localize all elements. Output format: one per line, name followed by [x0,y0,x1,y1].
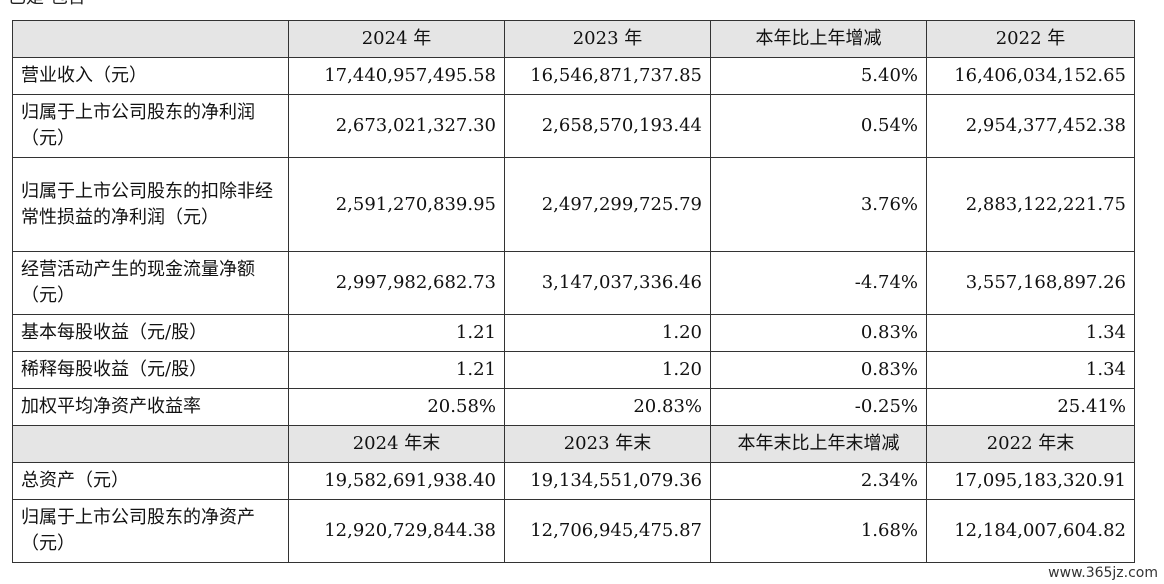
table-header-row: 2024 年 2023 年 本年比上年增减 2022 年 [12,20,1135,58]
header-cell [12,425,289,463]
cell-value: 2,673,021,327.30 [288,94,505,158]
cell-value: 1.20 [504,351,711,389]
cell-value: 20.83% [504,388,711,426]
row-label: 总资产（元） [12,462,289,500]
header-cell: 2023 年末 [504,425,711,463]
row-label: 经营活动产生的现金流量净额（元） [12,251,289,315]
cell-value: 0.54% [710,94,927,158]
cell-value: 12,706,945,475.87 [504,499,711,563]
cell-value: 20.58% [288,388,505,426]
cell-value: 1.68% [710,499,927,563]
table-row: 稀释每股收益（元/股） 1.21 1.20 0.83% 1.34 [12,351,1135,389]
row-label: 归属于上市公司股东的扣除非经常性损益的净利润（元） [12,157,289,252]
header-cell: 2024 年 [288,20,505,58]
financial-data-table: 2024 年 2023 年 本年比上年增减 2022 年 营业收入（元） 17,… [12,20,1135,563]
cell-value: 12,184,007,604.82 [926,499,1135,563]
cell-value: 1.34 [926,314,1135,352]
header-cell: 2023 年 [504,20,711,58]
watermark-text: www.365jz.com [1048,565,1158,581]
table-row: 基本每股收益（元/股） 1.21 1.20 0.83% 1.34 [12,314,1135,352]
partial-heading-text: 已是 包含 [8,0,86,8]
cell-value: 19,582,691,938.40 [288,462,505,500]
table-row: 营业收入（元） 17,440,957,495.58 16,546,871,737… [12,57,1135,95]
header-cell [12,20,289,58]
cell-value: 0.83% [710,351,927,389]
cell-value: 1.34 [926,351,1135,389]
cell-value: 3.76% [710,157,927,252]
cell-value: 3,147,037,336.46 [504,251,711,315]
cell-value: 16,406,034,152.65 [926,57,1135,95]
cell-value: 25.41% [926,388,1135,426]
cell-value: 17,095,183,320.91 [926,462,1135,500]
row-label: 基本每股收益（元/股） [12,314,289,352]
cell-value: 1.20 [504,314,711,352]
cell-value: 3,557,168,897.26 [926,251,1135,315]
cell-value: 2.34% [710,462,927,500]
header-cell: 2024 年末 [288,425,505,463]
header-cell: 本年末比上年末增减 [710,425,927,463]
cell-value: 12,920,729,844.38 [288,499,505,563]
cell-value: 2,497,299,725.79 [504,157,711,252]
table-row: 经营活动产生的现金流量净额（元） 2,997,982,682.73 3,147,… [12,251,1135,315]
cell-value: 2,591,270,839.95 [288,157,505,252]
row-label: 归属于上市公司股东的净利润（元） [12,94,289,158]
header-cell: 2022 年 [926,20,1135,58]
cell-value: 16,546,871,737.85 [504,57,711,95]
cell-value: -4.74% [710,251,927,315]
cell-value: 19,134,551,079.36 [504,462,711,500]
cell-value: 5.40% [710,57,927,95]
header-cell: 2022 年末 [926,425,1135,463]
row-label: 营业收入（元） [12,57,289,95]
cell-value: 2,997,982,682.73 [288,251,505,315]
cell-value: -0.25% [710,388,927,426]
table-row: 总资产（元） 19,582,691,938.40 19,134,551,079.… [12,462,1135,500]
table-header-row: 2024 年末 2023 年末 本年末比上年末增减 2022 年末 [12,425,1135,463]
cell-value: 1.21 [288,314,505,352]
cell-value: 2,883,122,221.75 [926,157,1135,252]
cell-value: 17,440,957,495.58 [288,57,505,95]
table-row: 归属于上市公司股东的净利润（元） 2,673,021,327.30 2,658,… [12,94,1135,158]
table-row: 加权平均净资产收益率 20.58% 20.83% -0.25% 25.41% [12,388,1135,426]
row-label: 稀释每股收益（元/股） [12,351,289,389]
cell-value: 2,954,377,452.38 [926,94,1135,158]
header-cell: 本年比上年增减 [710,20,927,58]
row-label: 归属于上市公司股东的净资产（元） [12,499,289,563]
table-row: 归属于上市公司股东的扣除非经常性损益的净利润（元） 2,591,270,839.… [12,157,1135,252]
row-label: 加权平均净资产收益率 [12,388,289,426]
cell-value: 2,658,570,193.44 [504,94,711,158]
table-row: 归属于上市公司股东的净资产（元） 12,920,729,844.38 12,70… [12,499,1135,563]
cell-value: 1.21 [288,351,505,389]
cell-value: 0.83% [710,314,927,352]
